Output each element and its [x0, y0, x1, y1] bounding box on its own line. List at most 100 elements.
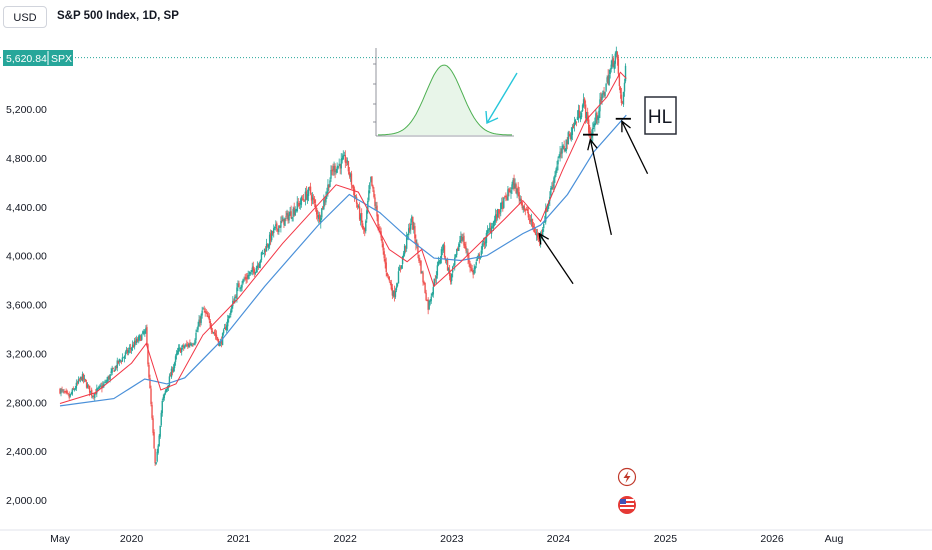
annotation-arrows — [538, 117, 649, 285]
candle-body — [424, 282, 426, 293]
candle-body — [240, 286, 242, 289]
candle-body — [119, 360, 122, 362]
currency-selector[interactable]: USD — [3, 6, 47, 28]
price-axis[interactable]: 2,000.00 2,400.00 2,800.00 3,200.00 3,600.00… — [6, 104, 47, 507]
candle-body — [211, 330, 214, 332]
chart-title: S&P 500 Index, 1D, SP — [57, 10, 179, 22]
candle-body — [417, 244, 419, 254]
time-tick-label: May — [50, 533, 71, 545]
candle-body — [480, 250, 483, 256]
us-flag-icon[interactable] — [618, 496, 636, 514]
price-tick-label: 4,400.00 — [6, 202, 47, 214]
price-tick-label: 4,000.00 — [6, 251, 47, 263]
candle-body — [560, 153, 562, 155]
candle-body — [68, 394, 70, 398]
candle-body — [139, 335, 141, 338]
candle-body — [392, 291, 395, 296]
candle-body — [220, 340, 223, 344]
candle-body — [368, 190, 370, 201]
candle-body — [356, 205, 359, 208]
candle-body — [238, 283, 240, 288]
candle-body — [496, 209, 499, 218]
candle-body — [492, 221, 495, 228]
candle-body — [126, 349, 129, 354]
bell-arrow-shaft — [486, 72, 518, 124]
candle-body — [261, 252, 264, 254]
candle-body — [352, 185, 355, 191]
candle-body — [605, 83, 607, 91]
candle-body — [432, 287, 434, 295]
candle-body — [615, 50, 618, 55]
candle-body — [201, 310, 203, 316]
candle-body — [423, 281, 425, 284]
candle-body — [174, 356, 177, 363]
price-badge-bg — [3, 50, 73, 66]
candle-body — [508, 188, 510, 193]
candle-body — [386, 273, 388, 276]
candle-body — [245, 276, 247, 280]
candle-body — [273, 228, 275, 233]
candle-body — [566, 141, 568, 145]
candle-body — [557, 159, 559, 165]
candle-body — [505, 196, 507, 198]
candle-body — [565, 139, 567, 152]
candle-body — [614, 53, 616, 64]
candle-body — [511, 184, 513, 190]
candle-body — [527, 212, 530, 218]
candle-body — [407, 234, 409, 235]
candle-body — [107, 376, 109, 382]
candle-body — [421, 271, 423, 274]
candle-body — [256, 265, 259, 269]
candle-body — [259, 260, 262, 264]
candle-body — [298, 203, 301, 206]
arrow-head — [587, 138, 598, 151]
candle-body — [247, 275, 249, 279]
candle-body — [459, 240, 461, 243]
candle-body — [161, 400, 163, 414]
candle-body — [74, 388, 77, 390]
candle-body — [94, 392, 96, 398]
candle-body — [357, 206, 360, 208]
candle-body — [202, 308, 204, 310]
candle-body — [562, 145, 564, 148]
candle-body — [77, 379, 80, 384]
candle-body — [572, 125, 575, 129]
candle-body — [241, 284, 243, 288]
candle-body — [87, 385, 90, 387]
candle-body — [429, 300, 431, 302]
candle-body — [554, 174, 556, 178]
price-tick-label: 3,600.00 — [6, 300, 47, 312]
candle-body — [373, 190, 375, 197]
slow-moving-average-line — [59, 114, 627, 407]
price-tick-label: 2,000.00 — [6, 495, 47, 507]
candle-body — [545, 208, 547, 222]
candle-body — [122, 357, 125, 359]
candle-body — [336, 166, 338, 173]
candle-body — [541, 229, 544, 236]
candle-body — [491, 227, 494, 229]
candle-body — [165, 388, 168, 393]
candle-body — [135, 338, 138, 344]
candle-body — [307, 187, 310, 197]
candle-body — [114, 366, 116, 371]
candle-body — [512, 180, 514, 185]
lightning-icon[interactable] — [617, 467, 637, 487]
candle-body — [434, 279, 437, 281]
candle-body — [398, 268, 401, 271]
candle-body — [519, 198, 521, 202]
candle-body — [488, 227, 491, 230]
candle-body — [546, 208, 548, 212]
candle-body — [130, 348, 133, 351]
candle-body — [458, 243, 460, 251]
candle-body — [275, 224, 277, 226]
candle-body — [212, 332, 215, 334]
candle-body — [348, 171, 351, 176]
candle-body — [391, 287, 394, 296]
candle-body — [460, 236, 462, 241]
candle-body — [567, 132, 569, 145]
candle-body — [258, 263, 261, 268]
time-axis[interactable]: May 2020 2021 2022 2023 2024 2025 2026 Aug — [50, 533, 843, 545]
candle-body — [162, 397, 164, 400]
candle-body — [113, 369, 115, 372]
